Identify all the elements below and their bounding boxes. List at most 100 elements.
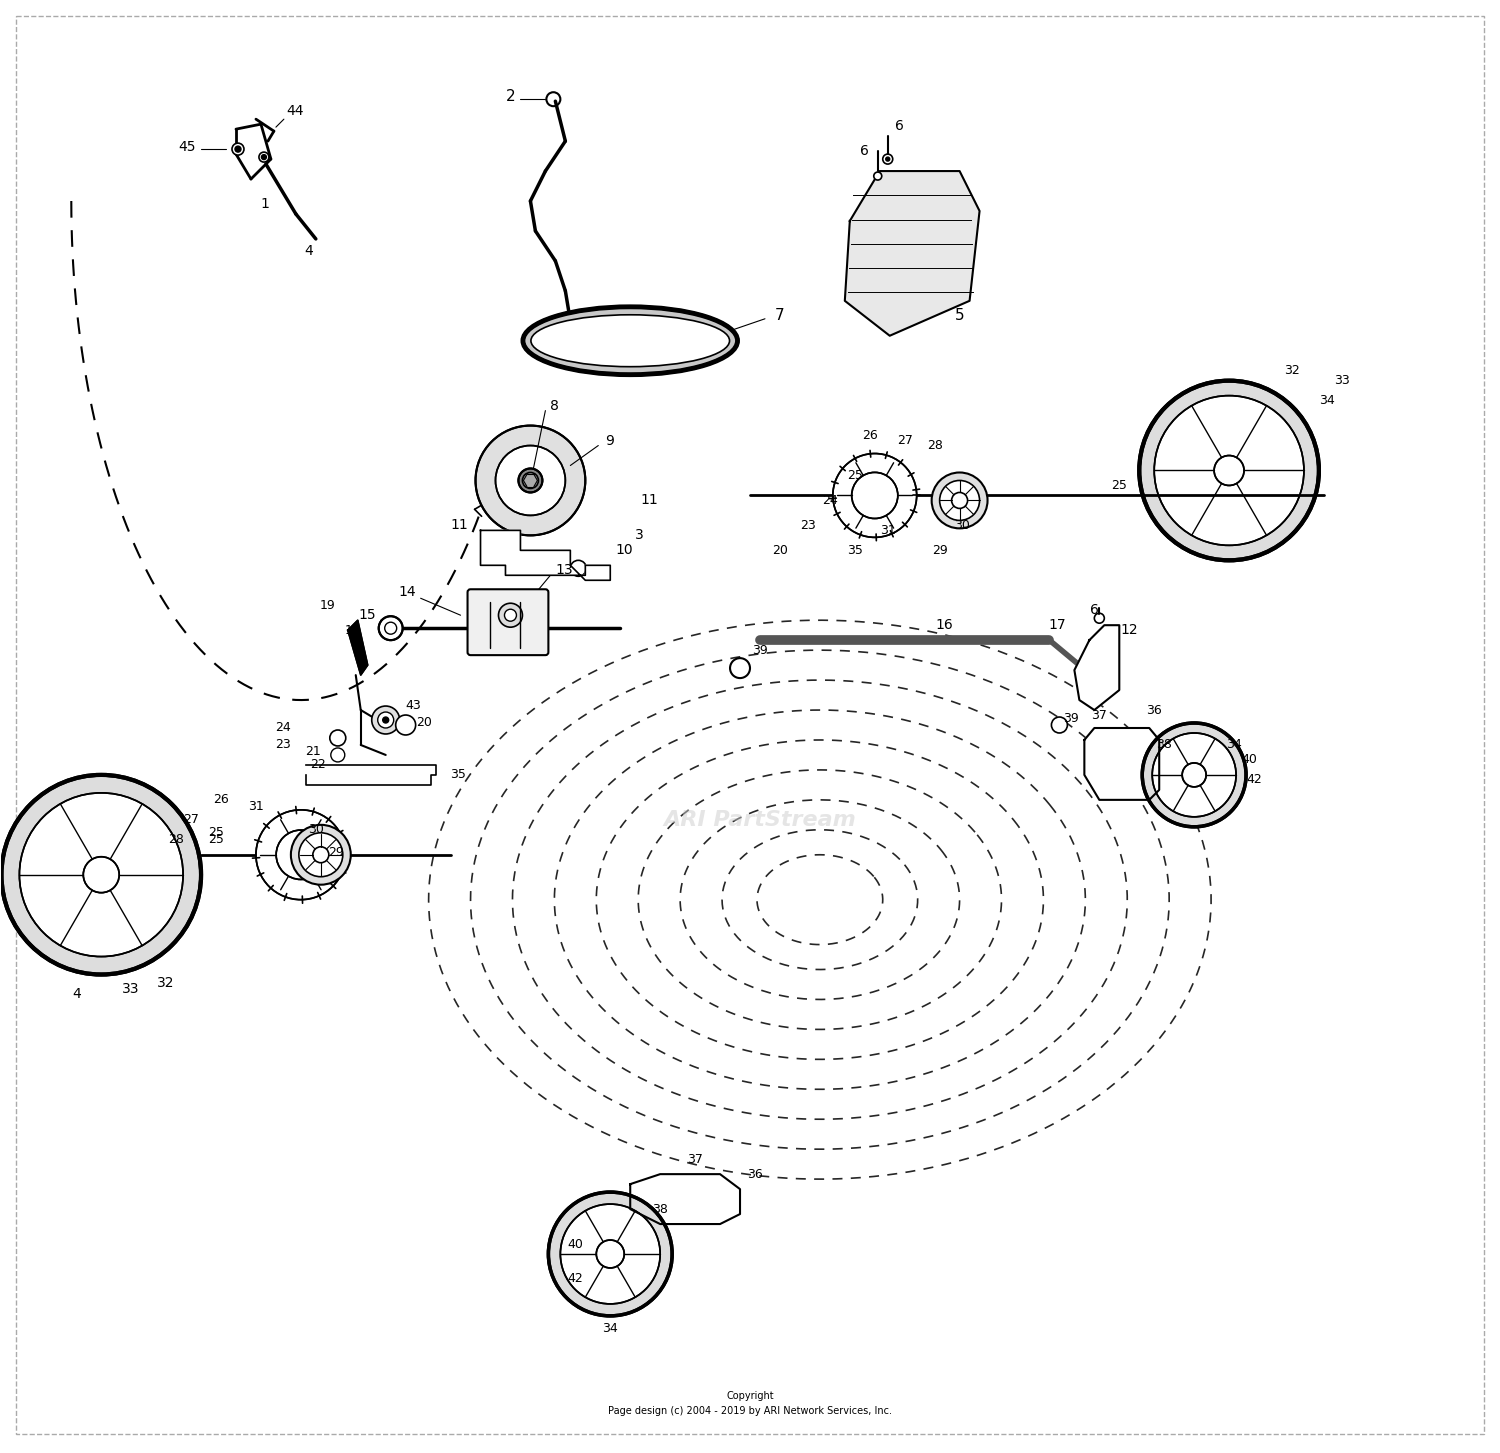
Circle shape [852, 472, 898, 519]
Circle shape [332, 748, 345, 761]
Ellipse shape [524, 307, 738, 375]
Circle shape [1140, 381, 1318, 561]
Text: 40: 40 [567, 1238, 584, 1251]
Circle shape [1154, 395, 1304, 545]
Text: 22: 22 [310, 758, 326, 772]
Polygon shape [1084, 728, 1160, 799]
Circle shape [1182, 763, 1206, 788]
Text: 24: 24 [274, 722, 291, 735]
Text: 28: 28 [168, 833, 184, 846]
Text: 1: 1 [261, 198, 270, 211]
Circle shape [597, 1239, 624, 1268]
Text: 23: 23 [800, 519, 816, 532]
Circle shape [874, 171, 882, 180]
Text: 42: 42 [567, 1273, 584, 1286]
Circle shape [519, 468, 543, 493]
Circle shape [885, 157, 890, 161]
Text: 18: 18 [345, 623, 360, 636]
Text: 27: 27 [183, 814, 200, 827]
Text: 35: 35 [450, 769, 466, 782]
Text: 10: 10 [615, 543, 633, 558]
Polygon shape [1074, 625, 1119, 711]
Text: 14: 14 [398, 586, 416, 599]
Circle shape [476, 426, 585, 535]
Text: 20: 20 [416, 715, 432, 728]
Text: 36: 36 [1146, 703, 1162, 716]
Text: 28: 28 [927, 439, 942, 452]
Text: 12: 12 [1120, 623, 1138, 638]
Text: 6: 6 [896, 119, 904, 134]
Text: 7: 7 [776, 308, 784, 323]
Text: 32: 32 [158, 975, 176, 989]
Text: 39: 39 [1064, 712, 1080, 725]
Circle shape [236, 147, 242, 153]
Circle shape [932, 472, 987, 529]
Text: 35: 35 [847, 543, 862, 556]
Text: 43: 43 [406, 699, 422, 712]
Text: Copyright
Page design (c) 2004 - 2019 by ARI Network Services, Inc.: Copyright Page design (c) 2004 - 2019 by… [608, 1392, 892, 1417]
Circle shape [276, 830, 326, 879]
FancyBboxPatch shape [468, 590, 549, 655]
Text: 30: 30 [308, 824, 324, 837]
Circle shape [498, 603, 522, 628]
Text: 36: 36 [747, 1168, 764, 1181]
Text: 39: 39 [752, 644, 768, 657]
Circle shape [1142, 724, 1246, 827]
Text: 33: 33 [123, 982, 140, 997]
Ellipse shape [531, 315, 729, 366]
Text: 20: 20 [772, 543, 788, 556]
Text: 38: 38 [652, 1203, 668, 1216]
Text: 37: 37 [687, 1152, 703, 1165]
Text: 26: 26 [862, 429, 877, 442]
Circle shape [1095, 613, 1104, 623]
Text: 30: 30 [954, 519, 969, 532]
Circle shape [561, 1205, 660, 1303]
Text: 6: 6 [1090, 603, 1100, 618]
Text: 27: 27 [897, 434, 912, 448]
Circle shape [396, 715, 416, 735]
Text: 5: 5 [956, 308, 964, 323]
Text: 31: 31 [248, 801, 264, 814]
Circle shape [260, 153, 268, 163]
Circle shape [378, 616, 402, 641]
Text: 24: 24 [822, 494, 837, 507]
Circle shape [2, 774, 201, 975]
Text: 23: 23 [274, 738, 291, 751]
Text: 16: 16 [936, 618, 954, 632]
Text: ARI PartStream: ARI PartStream [663, 809, 856, 830]
Circle shape [730, 658, 750, 679]
Circle shape [1214, 456, 1243, 485]
Circle shape [256, 809, 346, 899]
Circle shape [495, 446, 566, 516]
Text: 44: 44 [286, 105, 303, 118]
Polygon shape [630, 1174, 740, 1223]
Text: 17: 17 [1048, 618, 1066, 632]
Text: 19: 19 [320, 599, 336, 612]
Text: 25: 25 [209, 827, 224, 840]
Circle shape [939, 481, 980, 520]
Text: 25: 25 [209, 833, 224, 846]
Polygon shape [480, 530, 610, 580]
Text: 21: 21 [304, 745, 321, 758]
Text: 38: 38 [1156, 738, 1172, 751]
Text: 42: 42 [1246, 773, 1262, 786]
Circle shape [549, 1191, 672, 1316]
Text: 13: 13 [555, 564, 573, 577]
Text: 4: 4 [304, 244, 312, 259]
Text: 32: 32 [1284, 365, 1299, 378]
Circle shape [384, 622, 396, 634]
Circle shape [833, 453, 916, 538]
Circle shape [1152, 732, 1236, 817]
Polygon shape [348, 620, 368, 676]
Circle shape [882, 154, 892, 164]
Text: 4: 4 [72, 988, 81, 1001]
Text: 11: 11 [640, 494, 658, 507]
Circle shape [314, 847, 328, 863]
Polygon shape [306, 764, 435, 785]
Circle shape [291, 825, 351, 885]
Circle shape [20, 793, 183, 956]
Text: 15: 15 [358, 609, 375, 622]
Text: 31: 31 [880, 525, 896, 536]
Text: 8: 8 [550, 398, 560, 413]
Text: 37: 37 [1092, 709, 1107, 722]
